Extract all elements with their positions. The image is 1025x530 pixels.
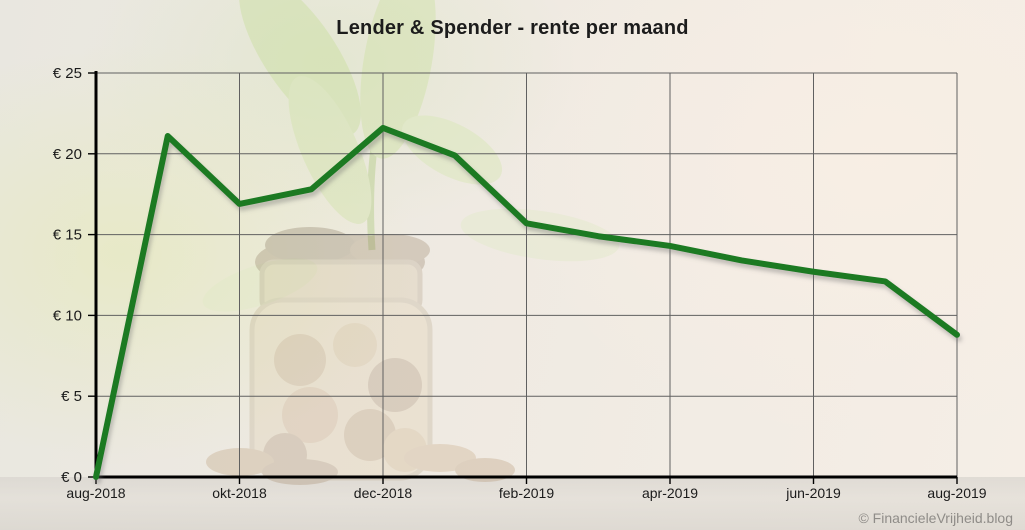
axis-ticks — [88, 72, 958, 484]
x-axis-tick-label: aug-2019 — [927, 485, 986, 501]
series-line — [93, 124, 960, 480]
y-axis-tick-label: € 5 — [61, 388, 82, 405]
axes — [94, 71, 957, 479]
axis-labels: € 0 € 5 € 10 € 15 € 20 € 25 aug-2018 okt-2018 de… — [53, 65, 987, 501]
y-axis-tick-label: € 10 — [53, 307, 82, 324]
plant-icon — [202, 0, 620, 312]
x-axis-tick-label: aug-2018 — [66, 485, 125, 501]
x-axis-tick-label: jun-2019 — [785, 485, 841, 501]
chart-title: Lender & Spender - rente per maand — [336, 17, 689, 39]
x-axis-tick-label: feb-2019 — [499, 485, 554, 501]
y-axis-tick-label: € 15 — [53, 227, 82, 244]
y-axis-tick-label: € 20 — [53, 146, 82, 163]
y-axis-tick-label: € 0 — [61, 469, 82, 486]
grid-lines — [96, 72, 958, 477]
wooden-table-background — [0, 477, 1025, 530]
watermark-credit: © FinancieleVrijheid.blog — [858, 510, 1013, 526]
x-axis-tick-label: dec-2018 — [354, 485, 413, 501]
x-axis-tick-label: okt-2018 — [212, 485, 267, 501]
x-axis-tick-label: apr-2019 — [642, 485, 698, 501]
y-axis-tick-label: € 25 — [53, 65, 82, 82]
data-line-rente-per-maand — [93, 124, 960, 480]
